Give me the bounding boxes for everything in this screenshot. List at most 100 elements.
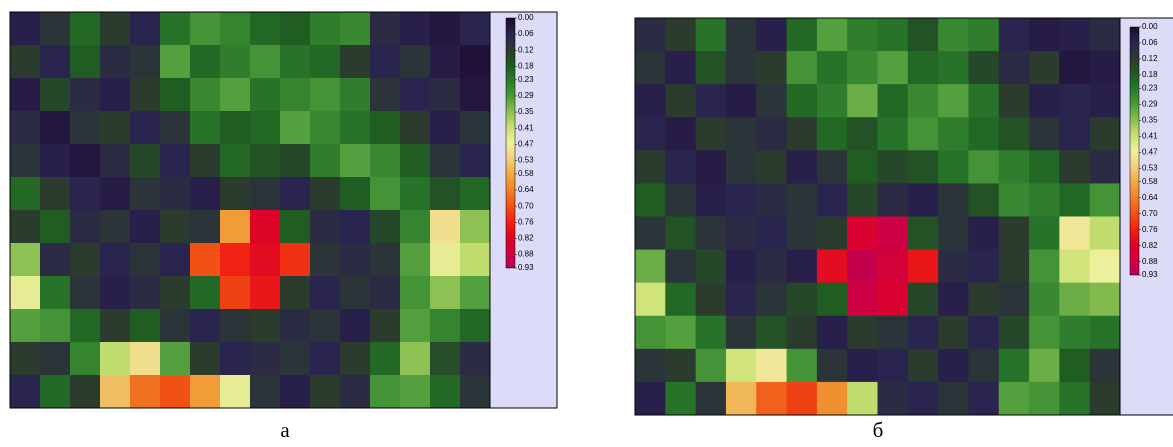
heatmap-cell	[220, 144, 251, 178]
heatmap-cell	[70, 45, 101, 79]
colorbar-label: 0.53	[1142, 163, 1158, 172]
colorbar-label: 0.29	[1142, 99, 1158, 108]
heatmap-cell	[726, 51, 757, 85]
heatmap-cell	[787, 382, 818, 416]
heatmap-cell	[130, 45, 161, 79]
heatmap-cell	[1090, 382, 1121, 416]
heatmap-cell	[400, 177, 431, 211]
heatmap-cell	[70, 342, 101, 376]
heatmap-cell	[400, 144, 431, 178]
heatmap-cell	[100, 210, 131, 244]
heatmap-cell	[635, 349, 666, 383]
heatmap-cell	[40, 111, 71, 145]
heatmap-cell	[10, 12, 41, 46]
heatmap-cell	[1059, 250, 1090, 284]
heatmap-cell	[220, 309, 251, 343]
heatmap-cell	[340, 375, 371, 409]
heatmap-cell	[968, 349, 999, 383]
heatmap-cell	[847, 84, 878, 118]
heatmap-cell	[40, 45, 71, 79]
heatmap-cell	[847, 382, 878, 416]
colorbar-label: 0.76	[518, 217, 534, 226]
heatmap-cell	[817, 18, 848, 52]
heatmap-cell	[1059, 349, 1090, 383]
heatmap-cell	[635, 217, 666, 251]
heatmap-cell	[430, 111, 461, 145]
heatmap-cell	[10, 309, 41, 343]
heatmap-cell	[847, 283, 878, 317]
heatmap-cell	[999, 183, 1030, 217]
heatmap-cell	[665, 283, 696, 317]
heatmap-cell	[40, 12, 71, 46]
heatmap-cell	[999, 117, 1030, 151]
heatmap-cell	[250, 210, 281, 244]
heatmap-cell	[756, 217, 787, 251]
heatmap-cell	[310, 78, 341, 112]
heatmap-cell	[999, 18, 1030, 52]
heatmap-cell	[280, 144, 311, 178]
heatmap-panel: 0.000.060.120.180.230.290.350.410.470.53…	[0, 0, 570, 447]
heatmap-cell	[1029, 217, 1060, 251]
heatmap-cell	[878, 117, 909, 151]
colorbar-label: 0.70	[518, 201, 534, 210]
heatmap-cell	[999, 316, 1030, 350]
heatmap-cell	[220, 12, 251, 46]
heatmap-cell	[100, 111, 131, 145]
heatmap-cell	[1029, 18, 1060, 52]
heatmap-cell	[908, 51, 939, 85]
heatmap-cell	[190, 309, 221, 343]
heatmap-cell	[847, 349, 878, 383]
heatmap-cell	[310, 12, 341, 46]
heatmap-cell	[1090, 18, 1121, 52]
heatmap-cell	[817, 316, 848, 350]
heatmap-cell	[310, 342, 341, 376]
heatmap-cell	[938, 316, 969, 350]
heatmap-cell	[635, 183, 666, 217]
heatmap-cell	[908, 316, 939, 350]
heatmap-cell	[756, 117, 787, 151]
heatmap-cell	[726, 382, 757, 416]
heatmap-cell	[370, 45, 401, 79]
heatmap-cell	[220, 210, 251, 244]
heatmap-cell	[280, 78, 311, 112]
heatmap-cell	[310, 144, 341, 178]
heatmap-cell	[280, 309, 311, 343]
heatmap-cell	[726, 349, 757, 383]
heatmap-cell	[726, 250, 757, 284]
heatmap-cell	[665, 18, 696, 52]
heatmap-cell	[100, 45, 131, 79]
heatmap-cell	[280, 45, 311, 79]
heatmap-cell	[635, 117, 666, 151]
heatmap-cell	[130, 78, 161, 112]
heatmap-cell	[310, 45, 341, 79]
heatmap-cell	[430, 243, 461, 277]
heatmap-cell	[756, 51, 787, 85]
colorbar-label: 0.47	[1142, 147, 1158, 156]
heatmap-cell	[430, 210, 461, 244]
heatmap-cell	[340, 276, 371, 310]
heatmap-cell	[817, 117, 848, 151]
heatmap-cell	[430, 12, 461, 46]
heatmap-cell	[280, 276, 311, 310]
heatmap-cell	[310, 177, 341, 211]
heatmap-cell	[70, 78, 101, 112]
heatmap-cell	[130, 177, 161, 211]
heatmap-cell	[878, 316, 909, 350]
heatmap-cell	[370, 177, 401, 211]
heatmap-cell	[635, 150, 666, 184]
heatmap-cell	[817, 183, 848, 217]
heatmap-cell	[250, 45, 281, 79]
heatmap-cell	[756, 183, 787, 217]
heatmap-cell	[726, 183, 757, 217]
heatmap-cell	[220, 375, 251, 409]
heatmap-cell	[160, 243, 191, 277]
heatmap-cell	[1090, 150, 1121, 184]
heatmap-cell	[310, 309, 341, 343]
heatmap-cell	[190, 210, 221, 244]
heatmap-cell	[665, 150, 696, 184]
heatmap-cell	[220, 177, 251, 211]
heatmap-cell	[10, 375, 41, 409]
heatmap-cell	[460, 78, 491, 112]
heatmap-cell	[968, 217, 999, 251]
heatmap-cell	[160, 309, 191, 343]
